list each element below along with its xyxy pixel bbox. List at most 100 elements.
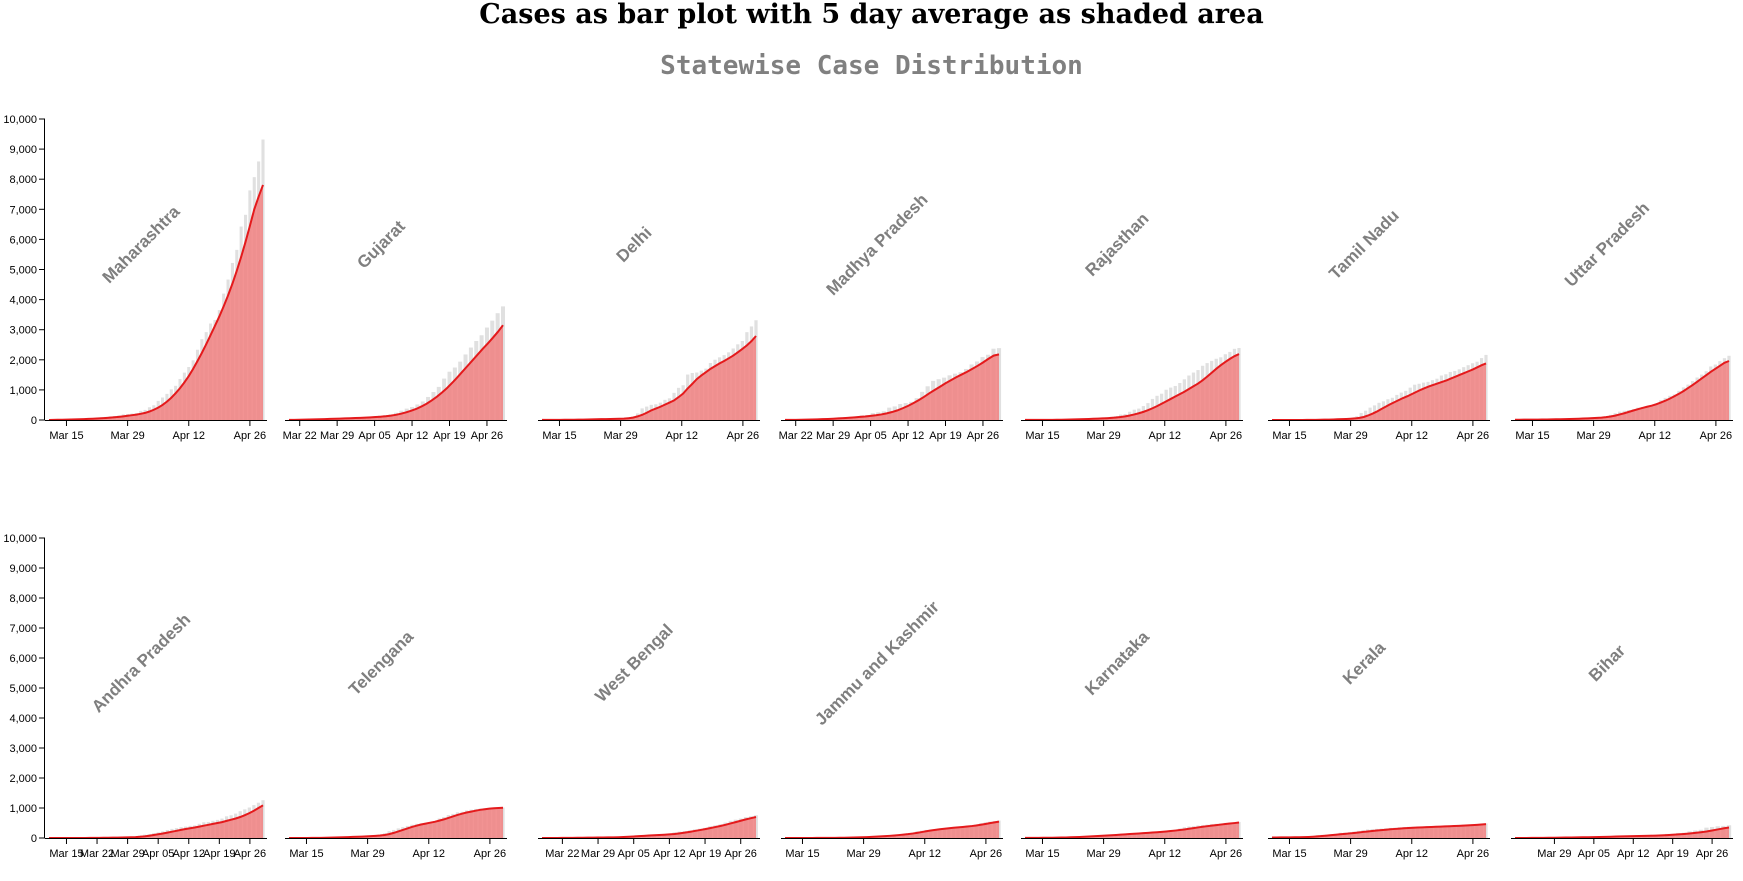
x-tick-label: Apr 26 <box>1457 430 1489 442</box>
x-tick: Mar 29 <box>110 838 145 860</box>
x-tick-label: Apr 12 <box>892 430 924 442</box>
y-tick: 4,000 <box>9 295 45 307</box>
average-line <box>288 324 504 421</box>
average-area <box>542 817 756 838</box>
x-tick-label: Mar 15 <box>1025 848 1059 860</box>
x-tick-label: Mar 29 <box>846 848 880 860</box>
x-tick-label: Mar 22 <box>545 848 579 860</box>
state-panel: Mar 15 Mar 29 Apr 12 Apr 26 Rajasthan <box>1021 209 1243 442</box>
state-label: Gujarat <box>353 217 409 273</box>
x-tick: Mar 15 <box>1515 420 1550 442</box>
x-tick: Apr 26 <box>1457 420 1489 442</box>
x-tick: Apr 05 <box>854 420 887 442</box>
case-bar <box>1359 412 1363 420</box>
y-tick: 8,000 <box>9 174 45 186</box>
x-tick-label: Apr 05 <box>618 848 650 860</box>
x-tick-label: Apr 26 <box>234 430 266 442</box>
x-tick-label: Apr 19 <box>203 848 235 860</box>
x-tick-label: Mar 15 <box>49 848 83 860</box>
x-tick: Mar 15 <box>1272 838 1307 860</box>
x-tick-label: Apr 26 <box>1210 848 1242 860</box>
x-tick-label: Mar 29 <box>110 430 144 442</box>
x-tick-label: Mar 22 <box>80 848 114 860</box>
average-line <box>1271 823 1487 839</box>
y-tick: 9,000 <box>9 144 45 156</box>
x-tick-label: Mar 29 <box>1086 848 1120 860</box>
y-tick-label: 2,000 <box>9 355 37 367</box>
x-tick: Apr 26 <box>970 838 1002 860</box>
x-tick: Apr 12 <box>892 420 924 442</box>
x-tick: Apr 26 <box>471 420 503 442</box>
state-label: Uttar Pradesh <box>1561 198 1653 290</box>
x-tick-label: Mar 29 <box>1333 848 1367 860</box>
x-tick-label: Mar 22 <box>283 430 317 442</box>
x-tick: Apr 19 <box>433 420 466 442</box>
x-tick: Apr 12 <box>173 420 205 442</box>
x-tick-label: Apr 12 <box>653 848 685 860</box>
x-tick-label: Mar 29 <box>1333 430 1367 442</box>
x-tick-label: Apr 26 <box>725 848 757 860</box>
x-tick: Apr 26 <box>725 838 757 860</box>
y-tick: 9,000 <box>9 563 45 575</box>
y-axis: 0 1,000 2,000 3,000 4,000 5,000 6,000 7,000 8,00… <box>3 114 45 427</box>
x-tick-label: Mar 29 <box>816 430 850 442</box>
x-tick: Apr 26 <box>474 838 506 860</box>
x-tick-label: Apr 26 <box>474 848 506 860</box>
x-tick: Apr 26 <box>727 420 759 442</box>
x-tick: Mar 29 <box>816 420 850 442</box>
y-tick-label: 4,000 <box>9 713 37 725</box>
y-tick-label: 5,000 <box>9 265 37 277</box>
x-tick-label: Apr 26 <box>1700 430 1732 442</box>
average-line <box>542 335 757 421</box>
x-tick: Mar 15 <box>785 838 820 860</box>
state-panel: Mar 22 Mar 29 Apr 05 Apr 12 Apr 19 Apr 26 West… <box>538 620 760 860</box>
y-tick-label: 6,000 <box>9 234 37 246</box>
x-tick: Apr 12 <box>1396 420 1428 442</box>
y-tick-label: 7,000 <box>9 204 37 216</box>
average-line <box>542 816 757 839</box>
x-tick: Mar 15 <box>1272 420 1307 442</box>
y-tick: 2,000 <box>9 773 45 785</box>
x-tick: Apr 26 <box>1700 420 1732 442</box>
x-tick-label: Mar 15 <box>1025 430 1059 442</box>
x-tick: Apr 12 <box>653 838 686 860</box>
x-tick-label: Mar 15 <box>785 848 819 860</box>
x-tick-label: Apr 26 <box>727 430 759 442</box>
case-bar <box>1726 825 1732 838</box>
x-tick-label: Apr 05 <box>854 430 886 442</box>
x-tick: Apr 26 <box>1210 838 1242 860</box>
x-tick: Mar 29 <box>581 838 615 860</box>
x-tick-label: Mar 29 <box>110 848 144 860</box>
average-area <box>785 821 999 838</box>
x-tick-label: Apr 12 <box>1617 848 1649 860</box>
average-area <box>1025 354 1239 420</box>
x-tick-label: Apr 26 <box>234 848 266 860</box>
x-tick-label: Apr 12 <box>1396 848 1428 860</box>
x-tick: Apr 26 <box>234 838 266 860</box>
state-panel: Mar 15 Mar 29 Apr 12 Apr 26 Maharashtra <box>45 139 267 442</box>
x-tick-label: Apr 26 <box>1696 848 1728 860</box>
x-tick: Apr 05 <box>618 838 650 860</box>
x-tick: Mar 15 <box>49 420 84 442</box>
y-tick-label: 8,000 <box>9 593 37 605</box>
x-tick-label: Mar 29 <box>350 848 384 860</box>
y-tick-label: 7,000 <box>9 623 37 635</box>
x-tick: Mar 15 <box>542 420 577 442</box>
state-panel: Mar 22 Mar 29 Apr 05 Apr 12 Apr 19 Apr 26 Guja… <box>283 217 507 442</box>
y-tick: 8,000 <box>9 593 45 605</box>
x-tick-label: Mar 15 <box>49 430 83 442</box>
state-label: Rajasthan <box>1082 209 1153 280</box>
average-line <box>1272 362 1487 421</box>
x-tick: Apr 26 <box>1696 838 1728 860</box>
x-tick: Apr 05 <box>1578 838 1610 860</box>
y-tick: 1,000 <box>9 385 45 397</box>
state-label: Bihar <box>1585 641 1629 685</box>
y-tick-label: 6,000 <box>9 653 37 665</box>
average-area <box>1515 361 1729 420</box>
x-tick-label: Mar 15 <box>289 848 323 860</box>
x-tick: Apr 12 <box>1149 838 1181 860</box>
y-tick: 10,000 <box>3 114 45 126</box>
y-tick: 7,000 <box>9 623 45 635</box>
x-tick: Apr 26 <box>1210 420 1242 442</box>
